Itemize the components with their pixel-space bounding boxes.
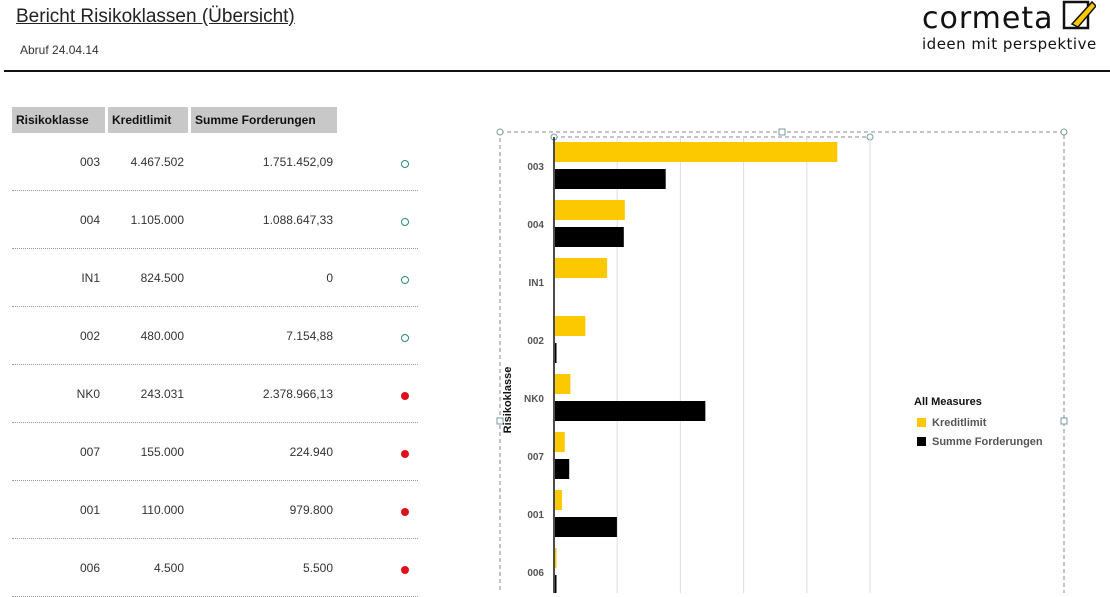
table-row[interactable]: 007 155.000 224.940 xyxy=(12,423,418,481)
cell-summe-forderungen: 224.940 xyxy=(289,445,333,459)
category-label-007: 007 xyxy=(527,452,544,463)
bar-kreditlimit-007 xyxy=(555,432,565,452)
bar-summe-forderungen-002 xyxy=(555,343,557,363)
table-row[interactable]: 004 1.105.000 1.088.647,33 xyxy=(12,191,418,249)
bar-summe-forderungen-003 xyxy=(555,169,666,189)
resize-handle xyxy=(496,417,504,425)
status-indicator-icon xyxy=(401,276,409,284)
cell-summe-forderungen: 1.088.647,33 xyxy=(262,213,333,227)
cell-risikoklasse: IN1 xyxy=(81,271,100,285)
logo-tagline: ideen mit perspektive xyxy=(922,35,1097,53)
status-indicator-icon xyxy=(401,160,409,168)
cell-risikoklasse: NK0 xyxy=(76,387,100,401)
bar-kreditlimit-004 xyxy=(555,200,625,220)
report-title: Bericht Risikoklassen (Übersicht) xyxy=(16,6,295,27)
status-indicator-icon xyxy=(401,508,409,516)
resize-handle xyxy=(1060,417,1068,425)
logo-wordmark: cormeta xyxy=(922,1,1054,36)
table-row[interactable]: 003 4.467.502 1.751.452,09 xyxy=(12,133,418,191)
bar-kreditlimit-006 xyxy=(555,548,557,568)
column-header-summe[interactable]: Summe Forderungen xyxy=(191,107,337,133)
cell-risikoklasse: 007 xyxy=(79,445,100,459)
table-row[interactable]: 002 480.000 7.154,88 xyxy=(12,307,418,365)
bar-summe-forderungen-001 xyxy=(555,517,617,537)
cell-kreditlimit: 4.500 xyxy=(153,561,184,575)
bar-kreditlimit-nk0 xyxy=(555,374,571,394)
cell-kreditlimit: 155.000 xyxy=(140,445,184,459)
resize-handle xyxy=(778,128,786,136)
legend-label-summe: Summe Forderungen xyxy=(932,436,1043,448)
cell-summe-forderungen: 0 xyxy=(326,271,333,285)
column-header-risikoklasse[interactable]: Risikoklasse xyxy=(12,107,105,133)
risk-class-table: Risikoklasse Kreditlimit Summe Forderung… xyxy=(12,107,418,597)
cell-summe-forderungen: 1.751.452,09 xyxy=(262,155,333,169)
category-label-002: 002 xyxy=(527,336,544,347)
legend-title: All Measures xyxy=(914,396,982,408)
cell-risikoklasse: 006 xyxy=(79,561,100,575)
legend-item-kreditlimit[interactable]: Kreditlimit xyxy=(917,417,986,429)
bar-kreditlimit-002 xyxy=(555,316,586,336)
status-indicator-icon xyxy=(401,450,409,458)
status-indicator-icon xyxy=(401,566,409,574)
cell-summe-forderungen: 979.800 xyxy=(289,503,333,517)
table-row[interactable]: IN1 824.500 0 xyxy=(12,249,418,307)
report-date: Abruf 24.04.14 xyxy=(20,43,99,57)
cormeta-logo: cormeta ideen mit perspektive xyxy=(914,0,1104,54)
legend-item-summe-forderungen[interactable]: Summe Forderungen xyxy=(917,436,1043,448)
table-header: Risikoklasse Kreditlimit Summe Forderung… xyxy=(12,107,418,133)
cell-risikoklasse: 003 xyxy=(79,155,100,169)
cell-risikoklasse: 001 xyxy=(79,503,100,517)
cell-summe-forderungen: 2.378.966,13 xyxy=(262,387,333,401)
cell-kreditlimit: 480.000 xyxy=(140,329,184,343)
cell-summe-forderungen: 7.154,88 xyxy=(286,329,333,343)
category-label-nk0: NK0 xyxy=(524,394,544,405)
table-row[interactable]: 001 110.000 979.800 xyxy=(12,481,418,539)
category-label-001: 001 xyxy=(527,510,544,521)
logo-mark-icon xyxy=(1062,0,1096,30)
cell-kreditlimit: 1.105.000 xyxy=(130,213,184,227)
cell-summe-forderungen: 5.500 xyxy=(302,561,333,575)
category-label-004: 004 xyxy=(527,220,544,231)
status-indicator-icon xyxy=(401,392,409,400)
bar-kreditlimit-in1 xyxy=(555,258,608,278)
status-indicator-icon xyxy=(401,218,409,226)
table-row[interactable]: NK0 243.031 2.378.966,13 xyxy=(12,365,418,423)
legend-swatch-summe xyxy=(917,437,926,446)
category-label-in1: IN1 xyxy=(528,278,544,289)
column-header-kreditlimit[interactable]: Kreditlimit xyxy=(108,107,188,133)
category-label-006: 006 xyxy=(527,568,544,579)
y-axis-title: Risikoklasse xyxy=(502,367,514,434)
legend-label-kreditlimit: Kreditlimit xyxy=(932,417,987,429)
status-indicator-icon xyxy=(401,334,409,342)
cell-kreditlimit: 824.500 xyxy=(140,271,184,285)
bar-summe-forderungen-nk0 xyxy=(555,401,706,421)
category-label-003: 003 xyxy=(527,162,544,173)
cell-kreditlimit: 110.000 xyxy=(141,503,185,517)
bar-kreditlimit-001 xyxy=(555,490,562,510)
bar-summe-forderungen-007 xyxy=(555,459,570,479)
resize-handle xyxy=(1060,128,1068,136)
header-divider xyxy=(4,70,1110,72)
legend-swatch-kreditlimit xyxy=(917,418,926,427)
bar-summe-forderungen-006 xyxy=(555,575,557,593)
cell-kreditlimit: 4.467.502 xyxy=(130,155,184,169)
bar-kreditlimit-003 xyxy=(555,142,838,162)
bar-summe-forderungen-004 xyxy=(555,227,624,247)
cell-kreditlimit: 243.031 xyxy=(140,387,184,401)
cell-risikoklasse: 004 xyxy=(79,213,100,227)
resize-handle xyxy=(496,128,504,136)
cell-risikoklasse: 002 xyxy=(79,329,100,343)
